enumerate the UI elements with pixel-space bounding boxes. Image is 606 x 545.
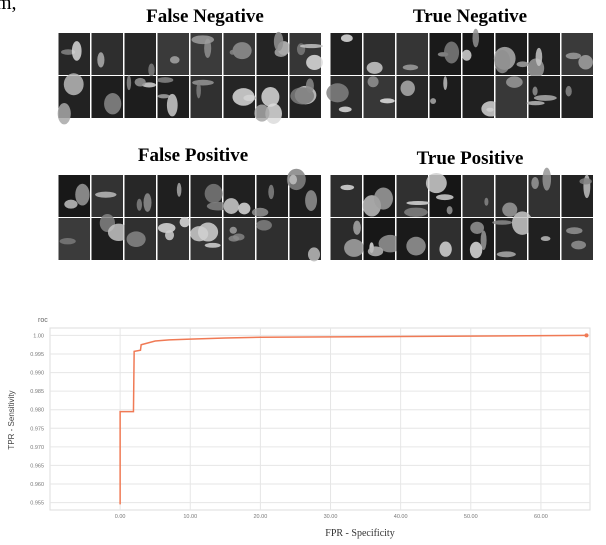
y-axis-label: TPR - Sensitivity [7,390,16,449]
y-tick-label: 0.990 [30,371,44,377]
y-tick-label: 0.975 [30,426,44,432]
y-tick-label: 0.995 [30,352,44,358]
figure: m, False Negative True Negative False Po… [0,0,606,545]
y-tick-label: 0.965 [30,463,44,469]
y-tick-label: 0.955 [30,501,44,507]
y-tick-label: 0.960 [30,482,44,488]
x-tick-label: 0.00 [115,514,126,520]
x-tick-label: 40.00 [394,514,408,520]
plot-area [50,328,590,510]
x-tick-label: 50.00 [464,514,478,520]
x-tick-label: 60.00 [534,514,548,520]
y-tick-label: 0.970 [30,445,44,451]
x-tick-label: 30.00 [324,514,338,520]
x-tick-label: 10.00 [183,514,197,520]
x-axis-label: FPR - Specificity [325,528,394,539]
chart-title: roc [38,317,48,324]
y-tick-label: 0.980 [30,408,44,414]
roc-chart: roc TPR - Sensitivity FPR - Specificity … [0,0,606,545]
end-point [584,333,588,337]
y-tick-label: 0.985 [30,389,44,395]
x-tick-label: 20.00 [254,514,268,520]
y-tick-label: 1.00 [33,333,44,339]
